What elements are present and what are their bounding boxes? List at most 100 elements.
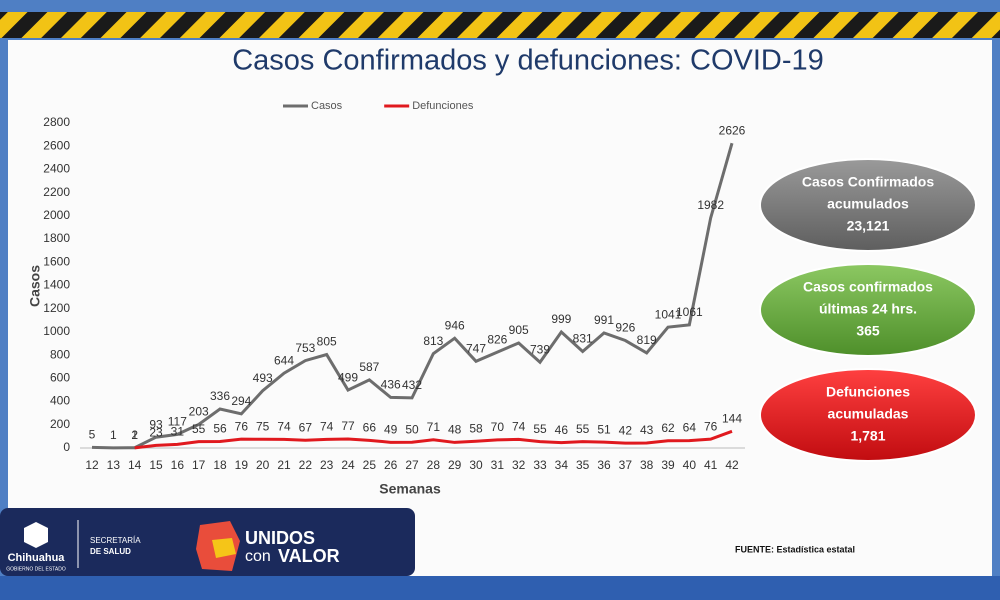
stat-text: Defunciones <box>826 384 910 400</box>
y-tick-label: 0 <box>63 440 70 454</box>
x-tick-label: 32 <box>512 458 526 472</box>
y-tick-label: 1400 <box>43 278 70 292</box>
value-label: 831 <box>573 332 593 346</box>
legend-label: Casos <box>311 100 343 112</box>
value-label: 50 <box>405 422 419 436</box>
value-label: 58 <box>469 421 483 435</box>
x-tick-label: 24 <box>341 458 355 472</box>
x-tick-label: 39 <box>661 458 675 472</box>
y-tick-label: 2000 <box>43 208 70 222</box>
value-label: 946 <box>445 318 465 332</box>
y-tick-label: 2800 <box>43 115 70 129</box>
value-label: 294 <box>231 394 251 408</box>
value-label: 77 <box>341 419 355 433</box>
x-tick-label: 18 <box>213 458 227 472</box>
x-tick-label: 33 <box>533 458 547 472</box>
x-tick-label: 40 <box>683 458 697 472</box>
series-line <box>134 429 733 450</box>
value-label: 813 <box>423 334 443 348</box>
x-tick-label: 41 <box>704 458 718 472</box>
x-tick-label: 31 <box>491 458 505 472</box>
x-tick-label: 38 <box>640 458 654 472</box>
bubbles: Casos Confirmados acumulados 23,121 Casos c… <box>759 158 977 462</box>
y-tick-label: 1600 <box>43 254 70 268</box>
value-label: 75 <box>256 419 270 433</box>
x-tick-label: 28 <box>427 458 441 472</box>
dept: DE SALUD <box>90 547 131 556</box>
y-tick-label: 200 <box>50 417 70 431</box>
y-tick-label: 2400 <box>43 162 70 176</box>
x-tick-label: 21 <box>277 458 291 472</box>
hazard-stripe <box>0 12 1000 38</box>
stat-text: Casos confirmados <box>803 279 933 295</box>
value-label: 76 <box>235 419 249 433</box>
y-axis-label: Casos <box>27 265 43 307</box>
value-label: 55 <box>533 422 547 436</box>
x-tick-label: 27 <box>405 458 419 472</box>
x-tick-label: 25 <box>363 458 377 472</box>
value-label: 144 <box>722 411 742 425</box>
x-tick-label: 29 <box>448 458 462 472</box>
brand-logo <box>212 538 236 558</box>
state-name: Chihuahua <box>8 552 66 564</box>
x-tick-label: 16 <box>171 458 185 472</box>
y-tick-label: 600 <box>50 371 70 385</box>
brand: UNIDOS <box>245 528 315 548</box>
value-label: 2 <box>131 428 138 442</box>
stat-bubble <box>759 263 977 357</box>
x-tick-label: 36 <box>597 458 611 472</box>
legend-label: Defunciones <box>412 100 474 112</box>
y-tick-label: 1800 <box>43 231 70 245</box>
stat-text: 365 <box>856 323 880 339</box>
stat-text: 1,781 <box>850 428 885 444</box>
value-label: 117 <box>168 415 187 429</box>
x-tick-label: 14 <box>128 458 142 472</box>
x-axis-label: Semanas <box>379 481 441 497</box>
value-label: 999 <box>551 312 571 326</box>
value-label: 1 <box>110 428 117 442</box>
y-tick-label: 1000 <box>43 324 70 338</box>
value-label: 826 <box>487 332 507 346</box>
x-tick-label: 20 <box>256 458 270 472</box>
value-label: 49 <box>384 422 398 436</box>
footer-strip <box>0 576 1000 600</box>
stat-bubble <box>759 368 977 462</box>
value-label: 74 <box>512 420 526 434</box>
value-label: 42 <box>619 423 633 437</box>
state-sub: GOBIERNO DEL ESTADO <box>6 566 66 572</box>
value-label: 499 <box>338 370 358 384</box>
state-logo <box>24 522 48 548</box>
stat-text: últimas 24 hrs. <box>819 301 917 317</box>
value-label: 51 <box>597 422 611 436</box>
stat-bubble <box>759 158 977 252</box>
value-label: 819 <box>637 333 657 347</box>
value-label: 62 <box>661 421 675 435</box>
x-tick-label: 12 <box>85 458 99 472</box>
value-label: 55 <box>576 422 590 436</box>
value-label: 55 <box>192 422 206 436</box>
value-label: 76 <box>704 419 718 433</box>
value-label: 493 <box>253 371 273 385</box>
value-label: 93 <box>149 417 163 431</box>
chart-title: Casos Confirmados y defunciones: COVID-1… <box>232 45 824 77</box>
x-tick-label: 17 <box>192 458 206 472</box>
value-label: 5 <box>89 428 96 442</box>
value-label: 70 <box>491 420 505 434</box>
value-label: 67 <box>299 420 313 434</box>
value-label: 74 <box>277 420 291 434</box>
value-label: 56 <box>213 422 227 436</box>
value-label: 336 <box>210 389 230 403</box>
x-tick-label: 34 <box>555 458 569 472</box>
value-label: 64 <box>683 421 697 435</box>
y-tick-label: 2200 <box>43 185 70 199</box>
y-tick-label: 1200 <box>43 301 70 315</box>
value-label: 48 <box>448 423 462 437</box>
x-tick-label: 26 <box>384 458 398 472</box>
source: FUENTE: Estadística estatal <box>735 544 855 554</box>
stat-text: acumuladas <box>828 406 909 422</box>
value-label: 644 <box>274 353 294 367</box>
value-label: 46 <box>555 423 569 437</box>
value-label: 432 <box>402 378 422 392</box>
x-tick-label: 19 <box>235 458 249 472</box>
value-label: 66 <box>363 421 377 435</box>
